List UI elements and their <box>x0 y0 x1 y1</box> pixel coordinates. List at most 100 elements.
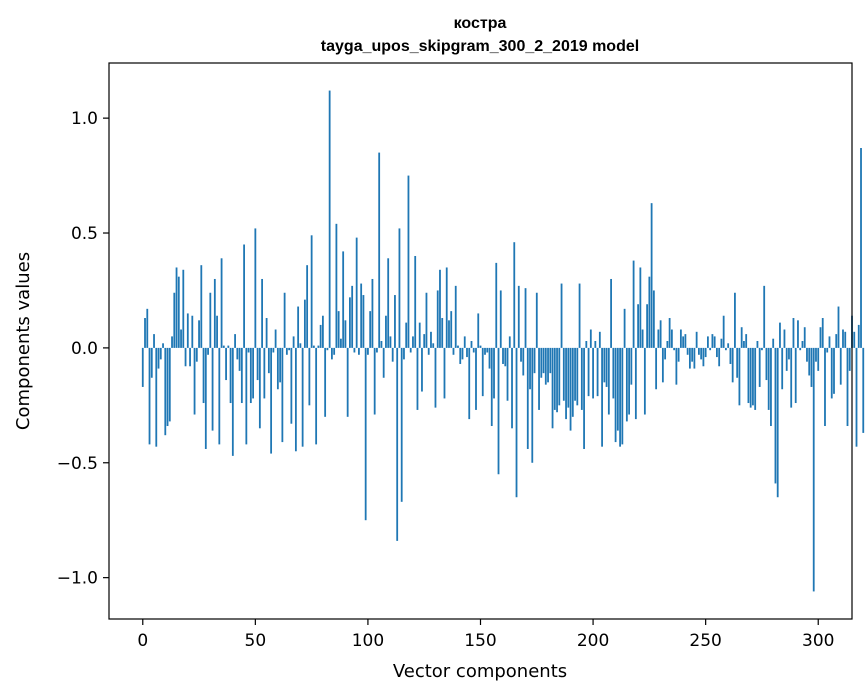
bar-69 <box>297 306 300 348</box>
bar-217 <box>630 347 633 385</box>
bar-6 <box>155 347 158 447</box>
bar-168 <box>520 347 522 362</box>
bar-41 <box>234 334 236 348</box>
bar-262 <box>731 347 734 383</box>
bar-28 <box>204 347 207 449</box>
bar-294 <box>803 327 806 348</box>
bar-101 <box>369 311 372 348</box>
bar-105 <box>378 152 381 348</box>
bar-204 <box>601 347 603 447</box>
bar-234 <box>668 318 671 348</box>
bar-145 <box>468 347 471 420</box>
bar-64 <box>285 347 288 355</box>
bar-171 <box>526 347 529 449</box>
bar-18 <box>182 269 185 348</box>
bar-226 <box>650 203 653 348</box>
bar-88 <box>340 338 342 348</box>
bar-39 <box>229 347 232 404</box>
bar-250 <box>704 347 707 358</box>
bar-222 <box>641 329 644 348</box>
bar-269 <box>747 347 750 404</box>
bar-203 <box>598 331 601 348</box>
bar-231 <box>661 347 664 383</box>
chart-title: костра <box>454 15 507 32</box>
bar-147 <box>472 347 475 353</box>
bar-244 <box>691 347 694 362</box>
bar-195 <box>580 347 583 410</box>
bar-94 <box>353 347 356 353</box>
bar-141 <box>459 347 462 364</box>
bar-109 <box>387 258 390 348</box>
bar-48 <box>249 347 252 404</box>
bar-288 <box>790 347 793 408</box>
bar-265 <box>738 347 741 406</box>
bar-7 <box>157 347 160 369</box>
bar-132 <box>439 269 441 348</box>
bar-201 <box>594 341 597 348</box>
y-tick-label: −0.5 <box>57 454 98 474</box>
bar-290 <box>794 347 797 404</box>
bar-167 <box>517 285 520 348</box>
bar-230 <box>659 320 662 348</box>
bar-277 <box>765 347 768 381</box>
bar-34 <box>218 347 221 445</box>
bar-21 <box>189 347 191 367</box>
bar-10 <box>164 347 167 436</box>
bar-280 <box>772 338 775 348</box>
bar-295 <box>806 347 808 362</box>
bar-179 <box>544 347 547 385</box>
bar-275 <box>761 347 763 351</box>
bar-95 <box>355 237 358 348</box>
bar-214 <box>623 308 626 348</box>
bar-38 <box>227 345 230 348</box>
bar-125 <box>423 334 426 348</box>
x-tick-label: 150 <box>464 631 496 651</box>
bar-245 <box>693 347 696 369</box>
bar-210 <box>614 347 617 443</box>
bar-135 <box>445 267 448 348</box>
bar-150 <box>479 345 482 348</box>
bar-127 <box>427 347 430 355</box>
bar-124 <box>421 347 423 392</box>
bar-291 <box>797 320 799 348</box>
bar-22 <box>191 315 194 348</box>
bar-119 <box>409 347 412 353</box>
bar-161 <box>504 347 507 367</box>
bar-62 <box>281 347 284 443</box>
y-tick-label: 0.5 <box>71 224 98 244</box>
bar-198 <box>587 347 590 397</box>
bar-68 <box>294 347 297 452</box>
bar-35 <box>220 258 223 348</box>
bar-307 <box>833 347 835 394</box>
y-tick-label: −1.0 <box>57 569 98 589</box>
bar-225 <box>648 276 651 348</box>
bar-170 <box>524 288 527 348</box>
bar-112 <box>394 295 396 348</box>
bar-154 <box>488 347 491 369</box>
bar-152 <box>484 347 486 355</box>
bar-54 <box>263 347 266 399</box>
bar-242 <box>686 347 689 355</box>
bar-302 <box>821 318 824 348</box>
bar-73 <box>306 265 309 348</box>
bar-190 <box>569 347 572 431</box>
bar-140 <box>457 345 459 348</box>
bar-251 <box>707 336 709 348</box>
bar-320 <box>862 347 865 433</box>
x-tick-label: 200 <box>577 631 609 651</box>
bar-247 <box>698 347 700 355</box>
bar-177 <box>540 347 543 378</box>
bar-90 <box>344 320 347 348</box>
bar-285 <box>783 329 786 348</box>
bar-187 <box>562 347 565 401</box>
bar-224 <box>646 304 649 348</box>
bar-17 <box>180 329 182 348</box>
bar-309 <box>837 306 840 348</box>
bar-111 <box>391 347 394 362</box>
bar-75 <box>310 235 313 348</box>
bar-89 <box>342 251 345 348</box>
x-tick-label: 0 <box>137 631 148 651</box>
bar-316 <box>853 331 856 348</box>
bar-188 <box>565 347 567 420</box>
